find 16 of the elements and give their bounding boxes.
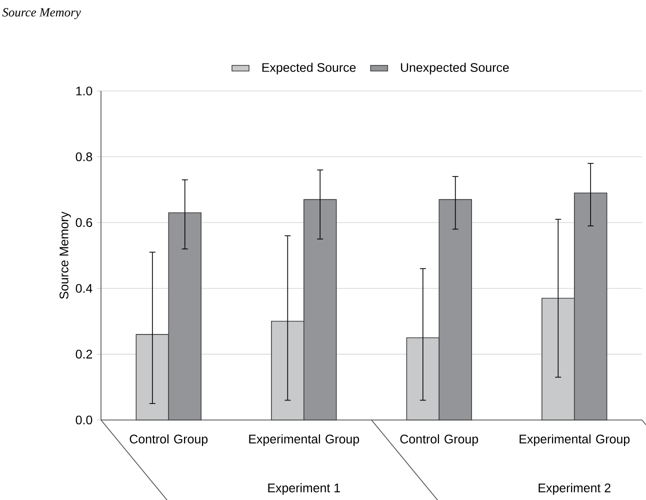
y-tick-label: 0.8 (76, 152, 92, 162)
text: Experiment 2 (538, 483, 610, 495)
y-tick-label: 0.6 (76, 218, 92, 227)
text: Experiment 1 (268, 483, 340, 495)
y-tick-label: 0.4 (76, 284, 92, 293)
y-axis-title: Source Memory (60, 212, 71, 299)
legend-label: Unexpected Source (400, 62, 509, 74)
legend-label: Expected Source (262, 62, 356, 74)
x-tick-label: Control Group (130, 434, 208, 446)
x-tick-label: Experimental Group (249, 434, 360, 446)
x-tick-label: Control Group (400, 434, 478, 446)
chart-title: Source Memory (2, 8, 81, 20)
y-tick-label: 1.0 (76, 86, 92, 96)
y-tick-label: 0.2 (76, 350, 92, 359)
y-tick-label: 0.0 (76, 416, 92, 424)
x-tick-label: Experimental Group (520, 434, 630, 446)
